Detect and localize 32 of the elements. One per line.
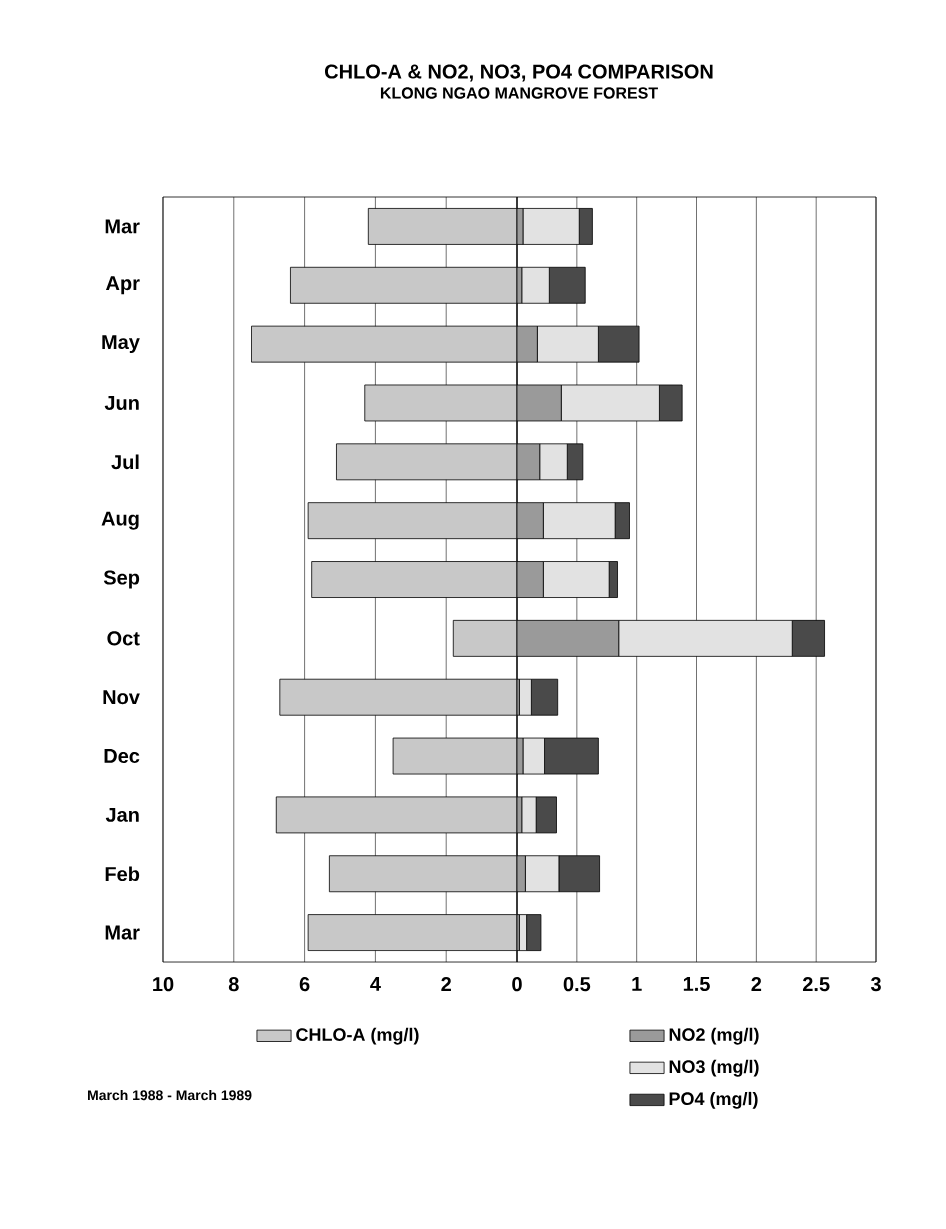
x-tick-label: 2.5	[802, 977, 830, 992]
x-tick-label: 3	[870, 977, 881, 992]
x-tick-label: 10	[153, 977, 174, 992]
text: March 1988 - March 1989	[88, 1089, 252, 1101]
legend-label: NO2 (mg/l)	[669, 1027, 759, 1045]
y-tick-label: May	[102, 335, 140, 354]
chart-subtitle: KLONG NGAO MANGROVE FOREST	[380, 87, 658, 99]
y-tick-label: Sep	[103, 570, 140, 589]
y-tick-label: Dec	[104, 749, 140, 764]
y-tick-label: Apr	[105, 276, 140, 295]
x-tick-label: 6	[299, 977, 310, 992]
y-tick-label: Mar	[105, 925, 140, 940]
y-tick-label: Oct	[107, 631, 140, 646]
x-tick-label: 0	[512, 977, 522, 992]
x-tick-label: 1.5	[683, 977, 710, 992]
y-tick-label: Jul	[111, 454, 139, 470]
x-tick-label: 0.5	[563, 977, 591, 992]
y-tick-label: Jun	[104, 395, 139, 410]
legend-label: PO4 (mg/l)	[669, 1091, 758, 1109]
x-tick-label: 4	[370, 977, 381, 991]
x-tick-label: 1	[632, 977, 642, 991]
y-tick-label: Feb	[105, 866, 140, 882]
chart-title: CHLO-A & NO2, NO3, PO4 COMPARISON	[324, 64, 713, 82]
y-tick-label: Mar	[105, 219, 140, 234]
y-tick-label: Jan	[105, 807, 139, 822]
y-tick-label: Nov	[103, 690, 140, 705]
x-tick-label: 2	[441, 977, 451, 992]
x-tick-label: 2	[751, 977, 762, 992]
legend-label: NO3 (mg/l)	[669, 1059, 759, 1077]
x-tick-label: 8	[228, 977, 239, 992]
legend-label: CHLO-A (mg/l)	[296, 1027, 419, 1045]
y-tick-label: Aug	[101, 511, 139, 530]
